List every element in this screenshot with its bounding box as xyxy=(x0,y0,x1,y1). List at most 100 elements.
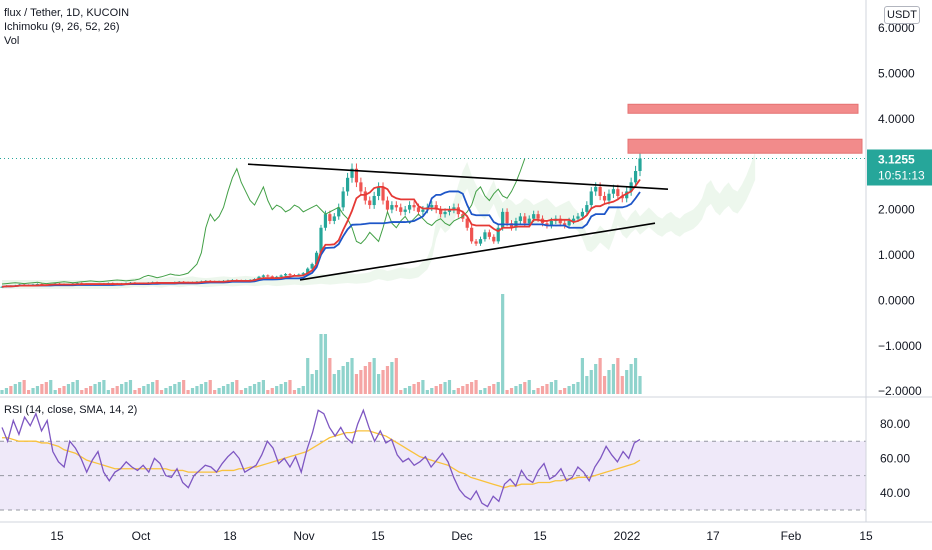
volume-bar xyxy=(576,382,580,394)
volume-bar xyxy=(589,370,593,394)
volume-bar xyxy=(594,364,598,394)
volume-bar xyxy=(487,386,491,394)
volume-bar xyxy=(585,376,589,394)
volume-bar xyxy=(111,388,115,394)
lower-trendline xyxy=(299,222,656,281)
volume-bar xyxy=(115,386,119,394)
candle xyxy=(625,191,629,199)
rsi-line xyxy=(1,408,641,508)
volume-bar xyxy=(518,384,522,394)
candle xyxy=(527,218,531,224)
volume-bar xyxy=(430,388,434,394)
volume-bar xyxy=(470,382,474,394)
candle xyxy=(518,216,522,221)
volume-bar xyxy=(638,376,642,394)
volume-bar xyxy=(602,376,607,394)
candle xyxy=(408,205,412,210)
volume-bar xyxy=(399,390,403,394)
volume-bar xyxy=(447,380,452,394)
candle xyxy=(576,216,580,219)
volume-bar xyxy=(629,364,633,394)
volume-bar xyxy=(208,380,212,394)
volume-bar xyxy=(155,380,159,394)
volume-bar xyxy=(381,370,385,394)
candle xyxy=(310,264,314,269)
volume-bar xyxy=(292,390,297,394)
candle xyxy=(611,189,616,194)
candle xyxy=(602,195,607,201)
candle xyxy=(501,211,505,228)
candle xyxy=(416,207,421,212)
candle xyxy=(523,216,527,224)
tenkan-sen xyxy=(1,178,641,288)
candle xyxy=(390,205,394,210)
volume-bar xyxy=(89,386,93,394)
currency-unit-button[interactable]: USDT xyxy=(884,6,920,24)
price-tick-label: −2.0000 xyxy=(878,384,922,398)
candle xyxy=(443,211,447,215)
volume-bar xyxy=(261,380,266,394)
candle xyxy=(354,168,359,183)
volume-bar xyxy=(465,384,469,394)
volume-bar xyxy=(186,390,190,394)
candle xyxy=(301,273,305,275)
volume-bar xyxy=(4,388,9,394)
volume-bar xyxy=(425,390,429,394)
candle xyxy=(563,223,567,226)
candle xyxy=(283,274,288,276)
volume-bar xyxy=(323,334,328,394)
candle xyxy=(314,252,319,265)
volume-bar xyxy=(611,364,616,394)
candle xyxy=(359,182,363,192)
volume-bar xyxy=(26,390,31,394)
ichimoku-legend[interactable]: Ichimoku (9, 26, 52, 26) xyxy=(4,21,120,33)
volume-bar xyxy=(350,358,354,394)
volume-bar xyxy=(345,362,350,394)
candle xyxy=(571,218,576,221)
volume-bar xyxy=(239,390,243,394)
time-tick-label: 15 xyxy=(371,529,385,543)
volume-bar xyxy=(221,386,226,394)
time-tick-label: Nov xyxy=(293,529,314,543)
rsi-tick-label: 40.00 xyxy=(880,486,910,500)
volume-bar xyxy=(514,386,518,394)
time-tick-label: Dec xyxy=(451,529,472,543)
candle xyxy=(638,158,642,172)
volume-bar xyxy=(226,384,230,394)
volume-bar xyxy=(168,386,172,394)
volume-bar xyxy=(580,358,585,394)
price-tick-label: 4.0000 xyxy=(878,112,915,126)
candle xyxy=(536,214,540,219)
candle xyxy=(598,186,602,196)
volume-bar xyxy=(22,380,26,394)
volume-bar xyxy=(332,374,336,394)
volume-bar xyxy=(456,388,460,394)
volume-bar xyxy=(133,390,137,394)
volume-bar xyxy=(173,384,177,394)
volume-bar xyxy=(536,388,540,394)
volume-bar xyxy=(31,388,35,394)
rsi-legend[interactable]: RSI (14, close, SMA, 14, 2) xyxy=(4,404,138,416)
volume-bar xyxy=(478,390,483,394)
price-pane[interactable] xyxy=(0,0,866,522)
volume-legend[interactable]: Vol xyxy=(4,35,20,47)
candle xyxy=(545,223,549,226)
volume-bar xyxy=(235,380,239,394)
volume-bar xyxy=(625,370,629,394)
candle xyxy=(439,209,443,215)
volume-bar xyxy=(266,390,270,394)
price-tick-label: 1.0000 xyxy=(878,248,915,262)
volume-bar xyxy=(159,390,164,394)
last-price-badge xyxy=(867,149,932,186)
volume-bar xyxy=(616,358,620,394)
candle xyxy=(607,193,611,201)
volume-bar xyxy=(151,382,155,394)
volume-bar xyxy=(306,358,310,394)
candle xyxy=(633,171,638,183)
rsi-pane[interactable] xyxy=(0,408,866,511)
symbol-legend[interactable]: flux / Tether, 1D, KUCOIN Ichimoku (9, 2… xyxy=(4,6,129,48)
candle xyxy=(434,205,438,210)
volume-bar xyxy=(408,386,412,394)
volume-bar xyxy=(301,386,305,394)
